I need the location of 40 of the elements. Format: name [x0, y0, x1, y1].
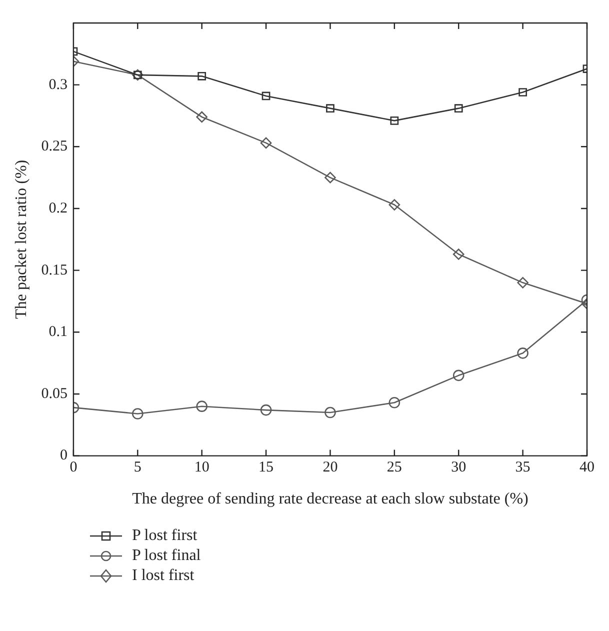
y-tick-label: 0.3 [48, 76, 68, 93]
y-axis-title: The packet lost ratio (%) [12, 160, 30, 319]
y-tick-label: 0.15 [41, 262, 68, 278]
point [388, 199, 400, 210]
point [388, 396, 400, 408]
x-tick-label: 40 [580, 460, 594, 476]
x-tick-label: 0 [70, 460, 78, 476]
point [132, 408, 144, 420]
point [324, 172, 336, 184]
point [452, 248, 464, 260]
legend-label: I lost first [132, 567, 194, 585]
point [324, 406, 336, 418]
point [518, 88, 527, 96]
point [390, 116, 399, 125]
point [326, 104, 334, 113]
y-tick-label: 0.2 [48, 200, 68, 216]
point [452, 370, 464, 382]
x-tick-label: 15 [258, 460, 274, 476]
x-tick-label: 35 [515, 460, 530, 476]
x-axis-title: The degree of sending rate decrease at each slow substate (%) [132, 490, 528, 508]
legend-label: P lost first [132, 527, 198, 545]
point [260, 137, 272, 149]
point [517, 348, 528, 359]
y-tick-label: 0.05 [41, 386, 68, 402]
x-tick-label: 20 [322, 460, 338, 476]
point [196, 111, 208, 123]
point [196, 400, 208, 412]
x-tick-label: 25 [386, 460, 402, 476]
point [454, 104, 463, 113]
point [262, 92, 270, 100]
point [198, 72, 206, 80]
point [517, 277, 528, 288]
x-tick-label: 10 [194, 460, 210, 476]
x-tick-label: 5 [134, 460, 142, 476]
y-tick-label: 0.25 [41, 138, 68, 155]
y-tick-label: 0.1 [48, 324, 68, 340]
legend-label: P lost final [132, 547, 201, 565]
point [260, 404, 272, 416]
x-tick-label: 30 [451, 460, 466, 476]
y-tick-label: 0 [60, 448, 68, 464]
